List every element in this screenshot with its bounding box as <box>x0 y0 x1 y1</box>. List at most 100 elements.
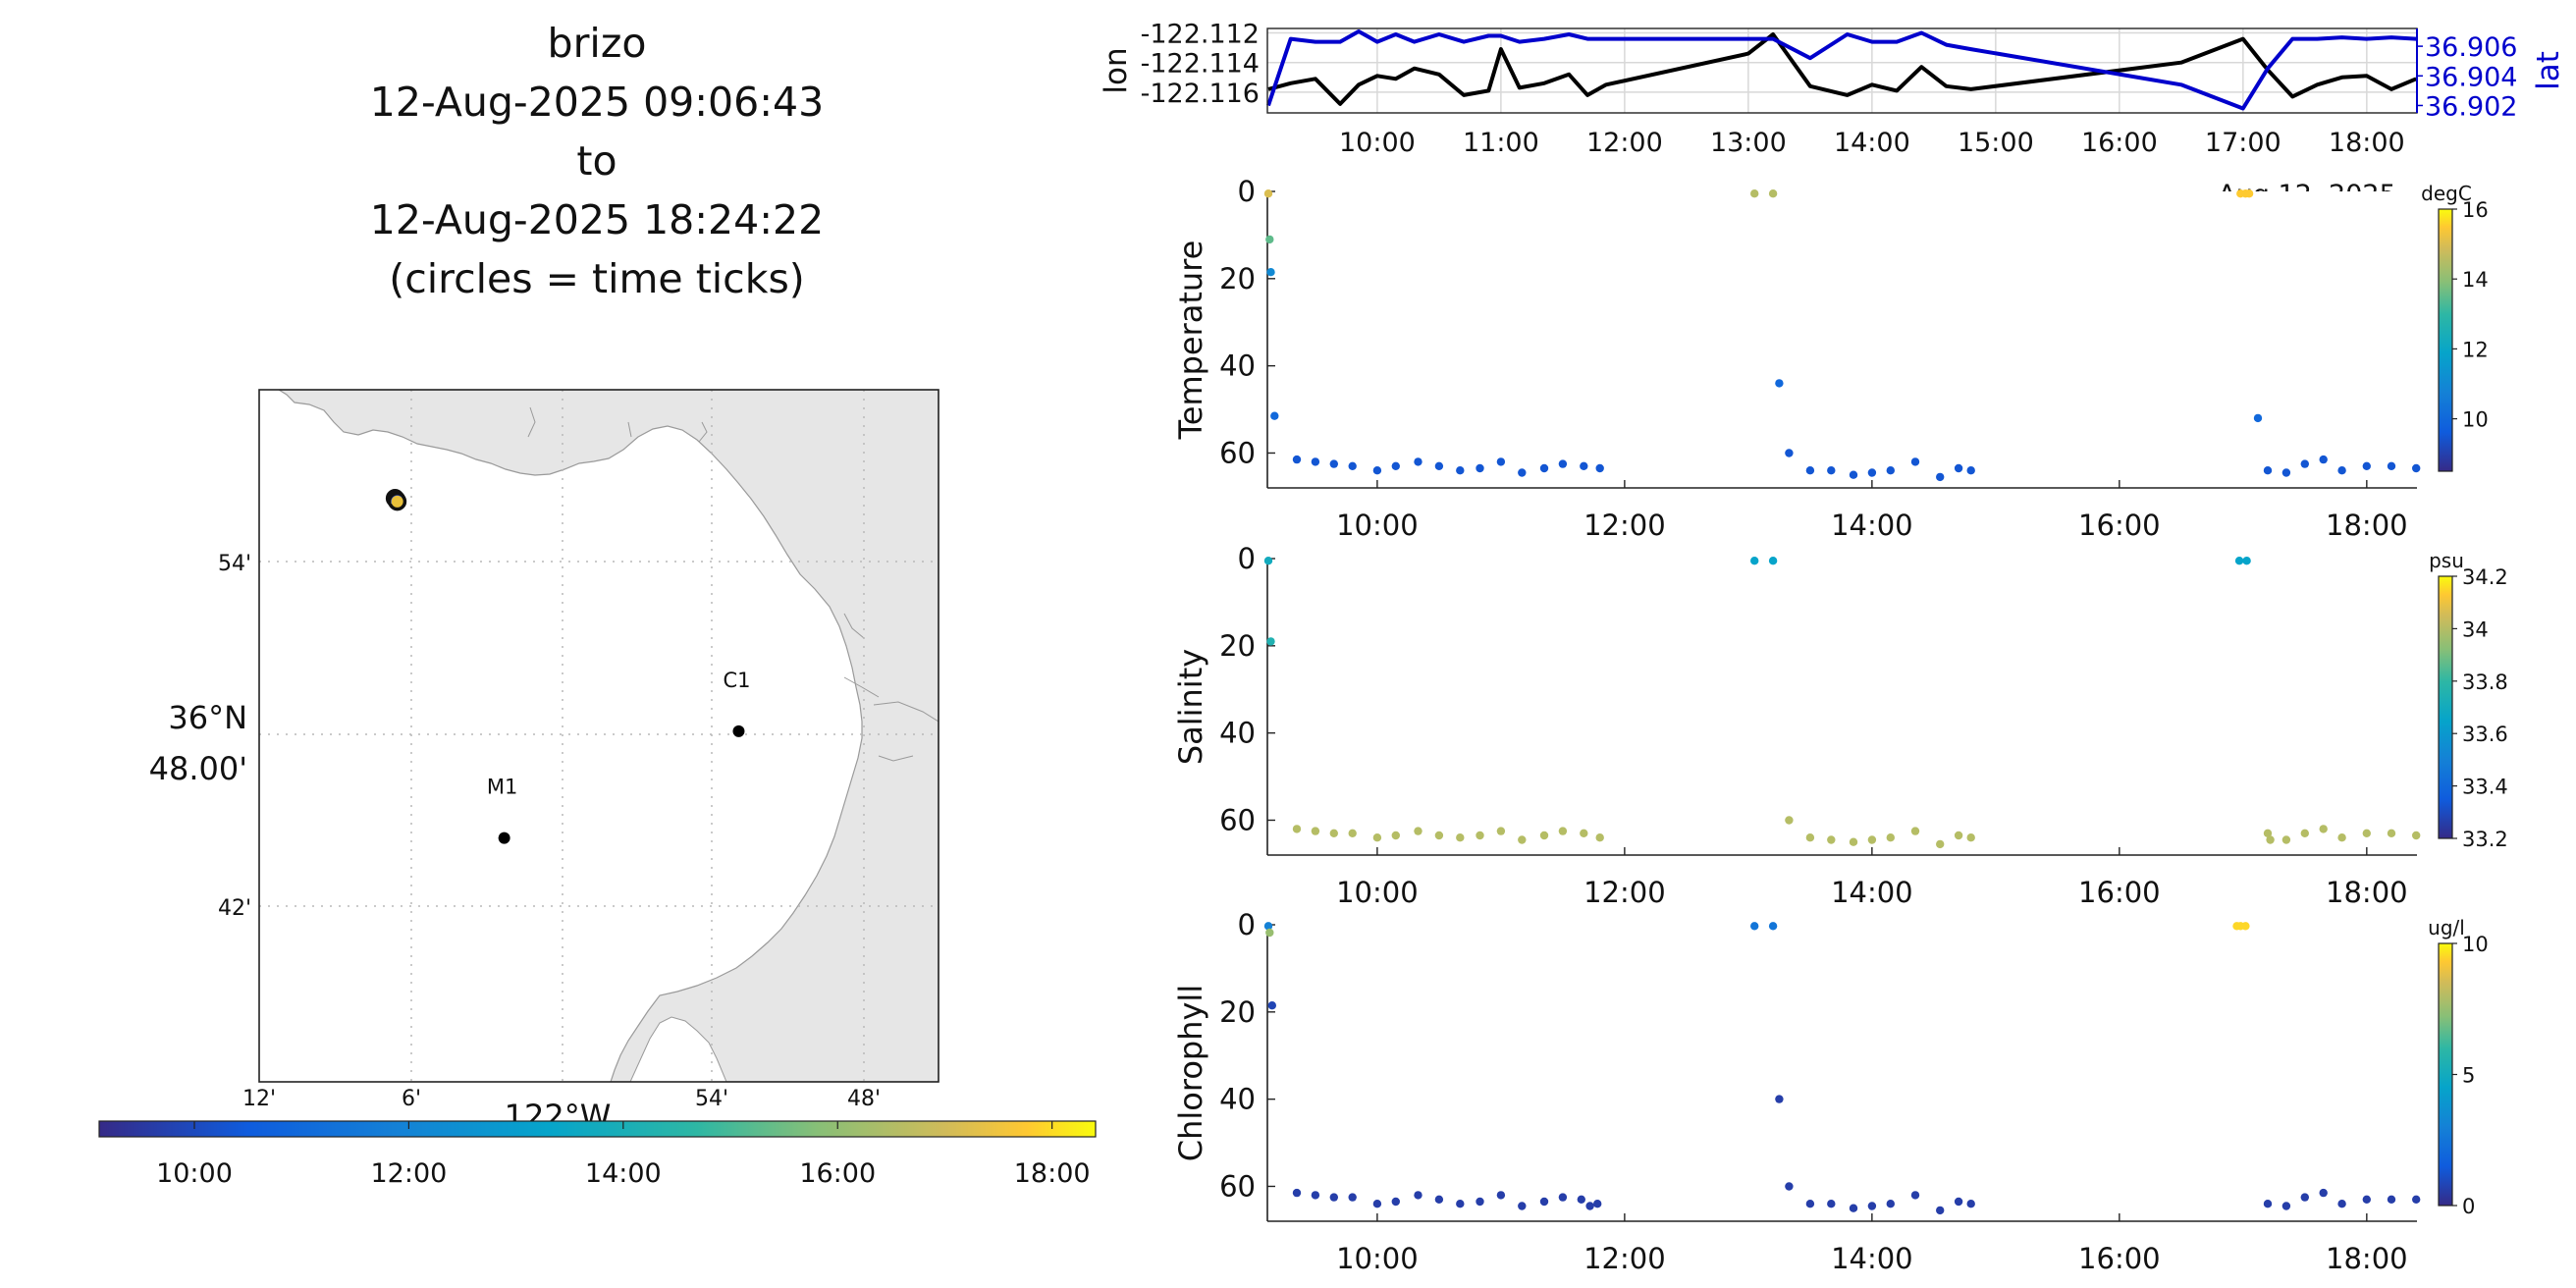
chlorophyll-data-point <box>1910 1191 1920 1200</box>
chlorophyll-colorbar-units: ug/l <box>2428 916 2465 939</box>
salinity-data-point <box>1849 837 1858 846</box>
chlorophyll-data-point <box>2263 1200 2273 1208</box>
chlorophyll-y-tick-label: 0 <box>1238 908 1256 941</box>
chlorophyll-data-point <box>1372 1200 1382 1208</box>
lonlat-x-tick-label: 13:00 <box>1710 128 1787 158</box>
salinity-data-point <box>1595 833 1604 842</box>
lonlat-x-tick-label: 10:00 <box>1339 128 1416 158</box>
lon-series-line <box>1267 32 2417 106</box>
chlorophyll-panel: 0 20 40 60 10:00 12:00 14:00 16:00 18:00 Chloroph… <box>1172 908 2489 1275</box>
chlorophyll-data-point <box>2241 922 2250 931</box>
time-colorbar-ticks: 10:00 12:00 14:00 16:00 18:00 <box>156 1121 1091 1189</box>
chlorophyll-x-tick-label: 18:00 <box>2326 1242 2408 1275</box>
temperature-data-point <box>1391 461 1401 470</box>
temperature-colorbar-tick-label: 14 <box>2462 268 2489 292</box>
chlorophyll-data-point <box>1585 1202 1594 1210</box>
salinity-data-point <box>1476 831 1484 840</box>
salinity-data-point <box>1580 829 1588 837</box>
lonlat-x-tick-label: 11:00 <box>1463 128 1539 158</box>
temperature-x-tick-label: 16:00 <box>2078 509 2161 542</box>
temperature-data-point <box>1849 470 1858 479</box>
chlorophyll-x-tick-label: 16:00 <box>2078 1242 2161 1275</box>
temperature-data-point <box>2244 189 2254 198</box>
temperature-data-point <box>1263 189 1273 198</box>
temperature-data-point <box>1292 455 1302 464</box>
chlorophyll-x-tick-label: 10:00 <box>1336 1242 1419 1275</box>
chlorophyll-data-point <box>1476 1197 1484 1207</box>
temperature-data-point <box>1348 461 1357 470</box>
lon-label-54: 54' <box>695 1087 728 1111</box>
temperature-y-tick-label: 20 <box>1219 262 1256 295</box>
temperature-data-point <box>1518 468 1527 477</box>
salinity-x-tick-label: 16:00 <box>2078 876 2161 909</box>
salinity-y-tick-label: 60 <box>1219 803 1256 836</box>
lat-label-36n: 36°N <box>168 699 247 736</box>
chlorophyll-data-point <box>2337 1200 2346 1208</box>
lonlat-x-tick-label: 16:00 <box>2081 128 2158 158</box>
salinity-data-point <box>2266 835 2275 844</box>
temperature-data-point <box>2253 413 2263 423</box>
temperature-x-tick-label: 12:00 <box>1583 509 1666 542</box>
chlorophyll-data-point <box>1966 1200 1975 1208</box>
chlorophyll-data-point <box>1768 922 1778 931</box>
title-note: (circles = time ticks) <box>389 255 805 302</box>
chlorophyll-data-point <box>1558 1193 1568 1202</box>
salinity-data-point <box>1372 833 1382 842</box>
temperature-data-point <box>1886 466 1896 475</box>
salinity-y-tick-label: 0 <box>1238 542 1256 575</box>
end-time: 12-Aug-2025 18:24:22 <box>369 196 825 243</box>
track-time-tick-circle <box>388 492 407 511</box>
chlorophyll-data-point <box>2362 1195 2371 1205</box>
temperature-axis-label: Temperature <box>1172 241 1209 441</box>
temperature-data-point <box>1827 466 1836 475</box>
chlorophyll-data-point <box>2300 1193 2309 1202</box>
time-colorbar-tick-label: 14:00 <box>585 1158 662 1189</box>
salinity-data-point <box>1329 829 1339 837</box>
title-to: to <box>576 137 617 185</box>
chlorophyll-colorbar-tick-label: 10 <box>2462 933 2489 956</box>
salinity-data-point <box>2242 557 2251 565</box>
chlorophyll-data-point <box>1577 1195 1586 1205</box>
time-colorbar: 10:00 12:00 14:00 16:00 18:00 <box>98 1120 1097 1189</box>
lat-label-54: 54' <box>218 552 251 576</box>
chlorophyll-data-point <box>1805 1200 1815 1208</box>
temperature-data-point <box>1595 463 1604 473</box>
salinity-x-tick-label: 12:00 <box>1583 876 1666 909</box>
temperature-data-point <box>1768 189 1778 198</box>
temperature-colorbar <box>2438 208 2453 472</box>
chlorophyll-x-tick-label: 14:00 <box>1831 1242 1913 1275</box>
salinity-colorbar-tick-label: 33.8 <box>2462 671 2508 694</box>
date-label: Aug 12, 2025 <box>2218 180 2396 210</box>
lon-label-48: 48' <box>847 1087 881 1111</box>
chlorophyll-data-point <box>1329 1193 1339 1202</box>
salinity-data-point <box>1266 637 1275 646</box>
temperature-data-point <box>1496 457 1506 466</box>
chlorophyll-data-point <box>1348 1193 1357 1202</box>
lat-label-42: 42' <box>218 896 251 921</box>
salinity-data-point <box>1867 835 1877 844</box>
chlorophyll-y-tick-label: 20 <box>1219 995 1256 1029</box>
temperature-data-point <box>1558 459 1568 468</box>
chlorophyll-data-point <box>2387 1195 2396 1205</box>
chlorophyll-data-point <box>1434 1195 1444 1205</box>
salinity-data-point <box>2234 557 2244 565</box>
lon-tick-label: -122.112 <box>1141 20 1260 50</box>
salinity-data-point <box>1768 557 1778 565</box>
chlorophyll-data-point <box>1936 1206 1945 1215</box>
salinity-data-point <box>1496 827 1506 835</box>
salinity-axis-label: Salinity <box>1172 649 1209 765</box>
chlorophyll-data-point <box>1849 1204 1858 1212</box>
temperature-x-tick-label: 18:00 <box>2326 509 2408 542</box>
lat-axis-label: lat <box>2531 51 2566 90</box>
salinity-data-point <box>1966 833 1975 842</box>
lonlat-x-tick-label: 17:00 <box>2205 128 2281 158</box>
lonlat-x-tick-label: 14:00 <box>1834 128 1910 158</box>
temperature-data-point <box>1785 449 1794 457</box>
chlorophyll-data-point <box>1292 1188 1302 1198</box>
time-colorbar-tick-label: 16:00 <box>799 1158 876 1189</box>
chlorophyll-data-point <box>1265 928 1274 938</box>
chlorophyll-data-point <box>1518 1202 1527 1210</box>
temperature-data-point <box>1372 466 1382 475</box>
salinity-colorbar <box>2438 575 2453 839</box>
